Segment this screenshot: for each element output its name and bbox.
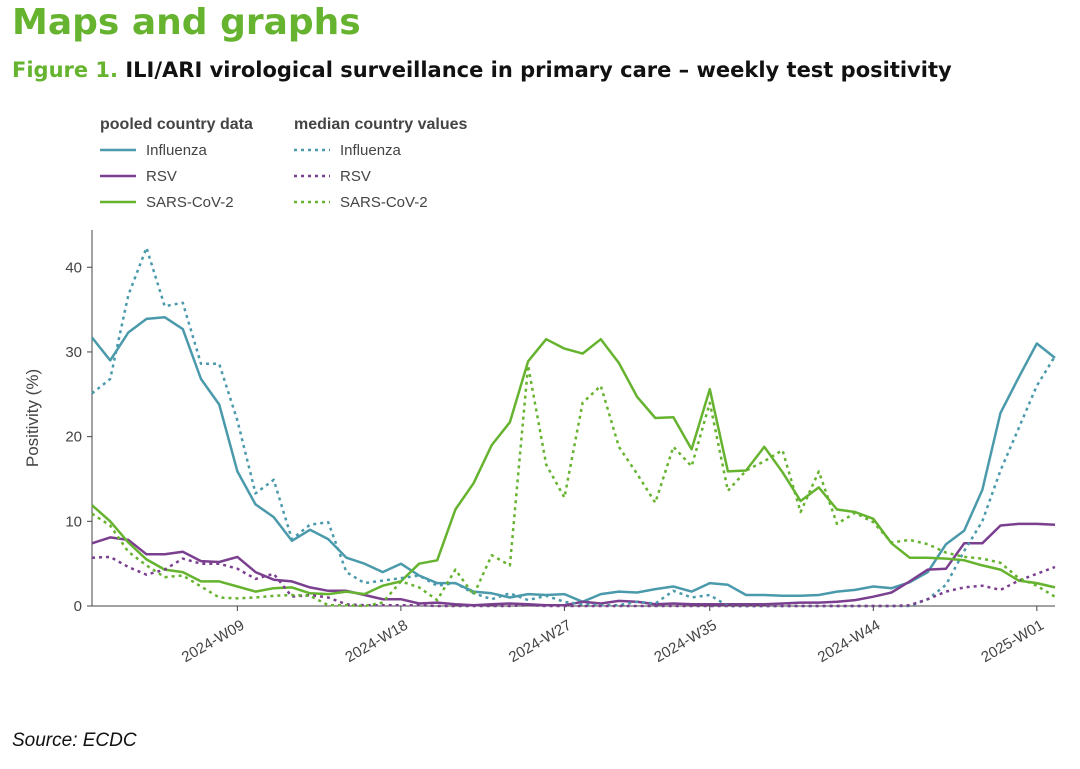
series-line: [91, 555, 1056, 608]
legend-label: Influenza: [340, 142, 402, 159]
series-line: [91, 337, 1056, 596]
figure-heading: Figure 1. ILI/ARI virological surveillan…: [12, 58, 952, 82]
legend-label: SARS-CoV-2: [146, 194, 234, 211]
legend-label: RSV: [146, 168, 177, 185]
x-tick-label: 2024-W44: [815, 617, 883, 666]
x-tick-label: 2025-W01: [978, 617, 1046, 666]
x-tick-label: 2024-W35: [651, 617, 719, 666]
y-axis-label: Positivity (%): [23, 369, 42, 467]
x-tick-label: 2024-W27: [506, 617, 574, 666]
legend-group-title: pooled country data: [100, 116, 253, 133]
y-tick-label: 20: [65, 429, 82, 446]
legend-group-title: median country values: [294, 116, 467, 133]
legend-label: RSV: [340, 168, 371, 185]
page-title: Maps and graphs: [12, 2, 361, 43]
figure-title: ILI/ARI virological surveillance in prim…: [125, 58, 952, 82]
y-tick-label: 30: [65, 344, 82, 361]
y-tick-label: 10: [65, 513, 82, 530]
x-tick-label: 2024-W09: [179, 617, 247, 666]
series-line: [91, 522, 1056, 607]
legend-label: SARS-CoV-2: [340, 194, 428, 211]
series-line: [91, 364, 1056, 608]
series-line: [91, 315, 1056, 604]
source: Source: ECDC: [12, 730, 137, 751]
series-line: [91, 246, 1057, 608]
figure-label: Figure 1.: [12, 58, 119, 82]
legend-label: Influenza: [146, 142, 208, 159]
y-tick-label: 0: [74, 598, 82, 615]
x-tick-label: 2024-W18: [342, 617, 410, 666]
y-tick-label: 40: [65, 259, 82, 276]
